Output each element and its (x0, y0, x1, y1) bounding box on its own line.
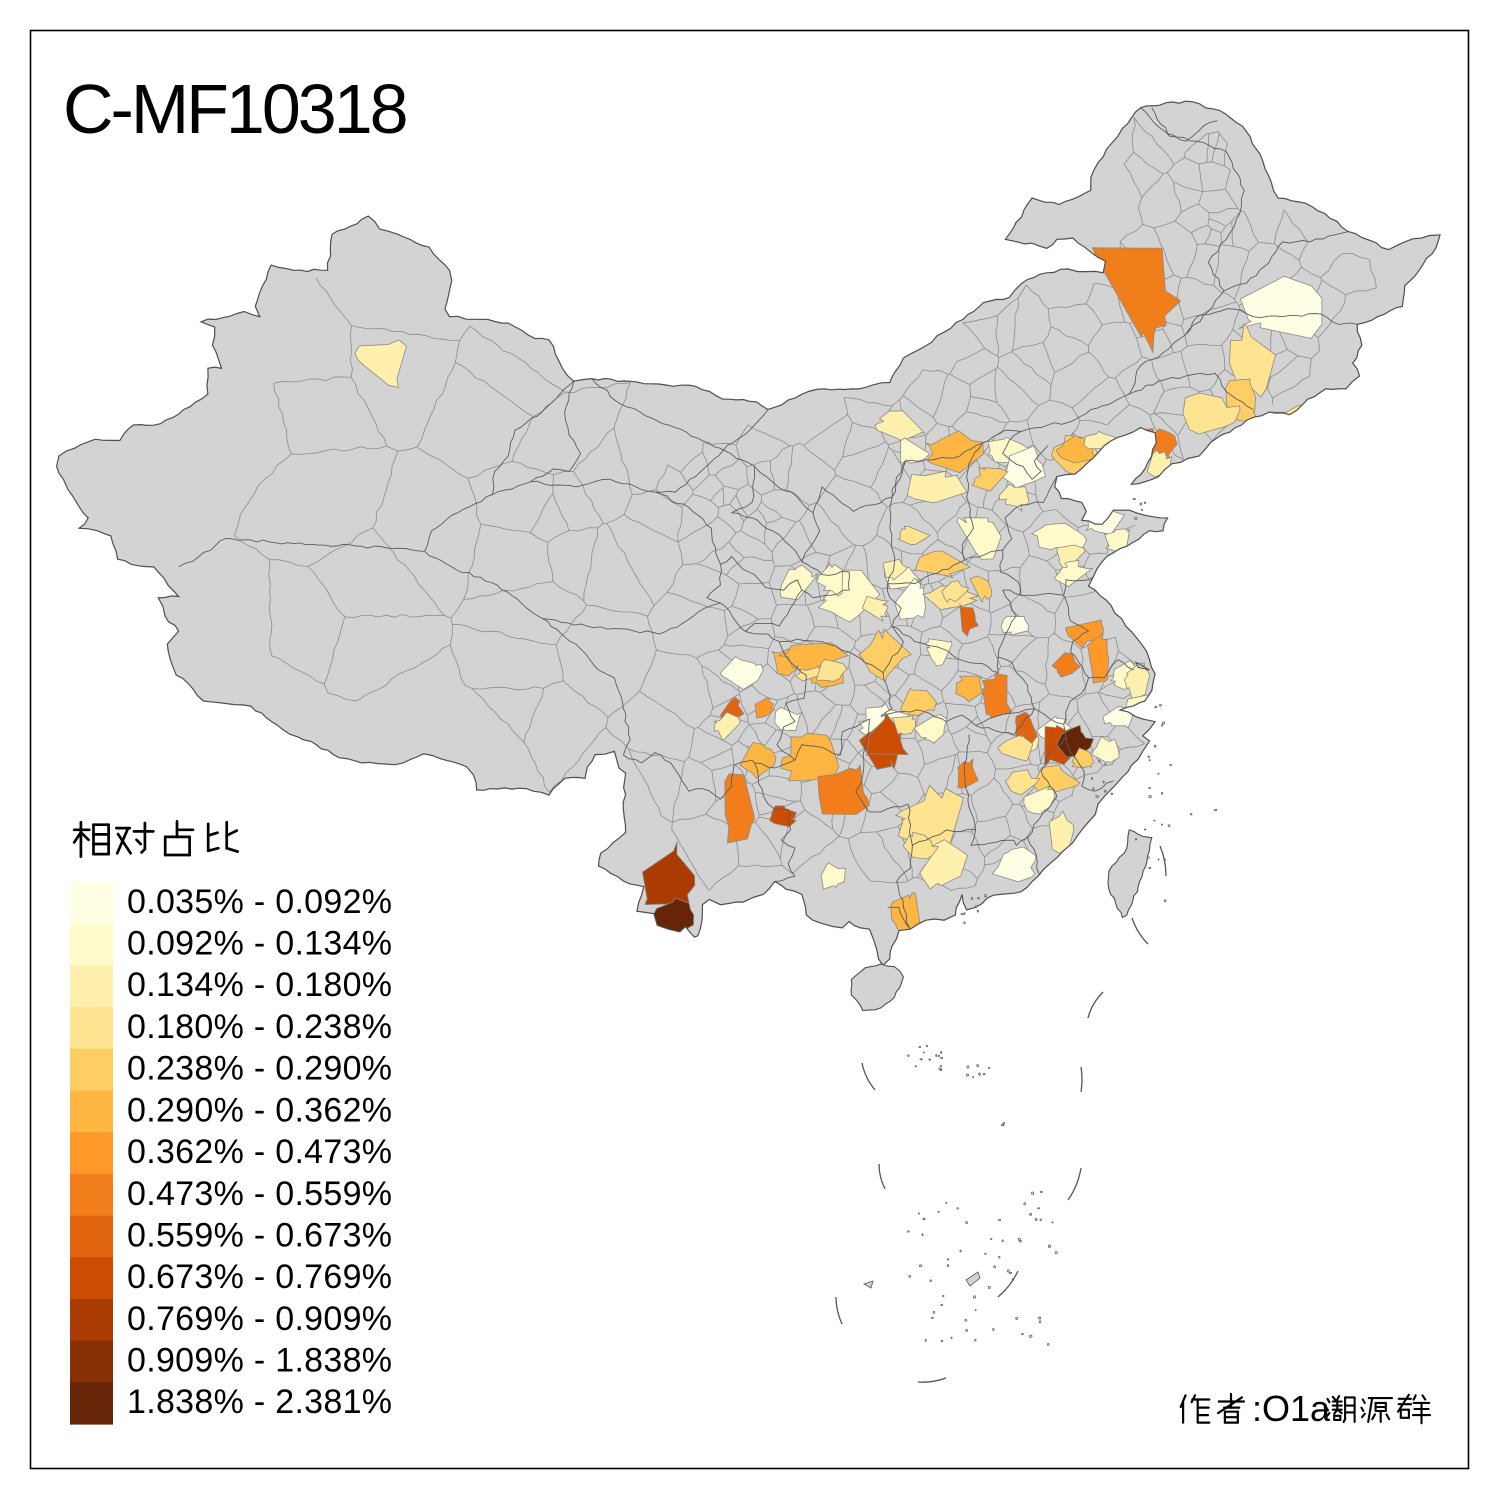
svg-text:0.559% - 0.673%: 0.559% - 0.673% (127, 1216, 392, 1254)
svg-text:1.838% - 2.381%: 1.838% - 2.381% (127, 1383, 392, 1421)
svg-text:0.673% - 0.769%: 0.673% - 0.769% (127, 1258, 392, 1296)
svg-text:0.290% - 0.362%: 0.290% - 0.362% (127, 1091, 392, 1129)
svg-text:0.769% - 0.909%: 0.769% - 0.909% (127, 1300, 392, 1338)
svg-text:0.909% - 1.838%: 0.909% - 1.838% (127, 1342, 392, 1380)
svg-text:0.473% - 0.559%: 0.473% - 0.559% (127, 1175, 392, 1213)
svg-text::O1a: :O1a (1252, 1388, 1331, 1429)
svg-text:0.362% - 0.473%: 0.362% - 0.473% (127, 1133, 392, 1171)
svg-text:0.035% - 0.092%: 0.035% - 0.092% (127, 883, 392, 921)
svg-text:0.238% - 0.290%: 0.238% - 0.290% (127, 1050, 392, 1088)
svg-text:0.134% - 0.180%: 0.134% - 0.180% (127, 966, 392, 1004)
svg-text:0.180% - 0.238%: 0.180% - 0.238% (127, 1008, 392, 1046)
svg-text:0.092% - 0.134%: 0.092% - 0.134% (127, 925, 392, 963)
svg-text:C-MF10318: C-MF10318 (63, 70, 406, 148)
